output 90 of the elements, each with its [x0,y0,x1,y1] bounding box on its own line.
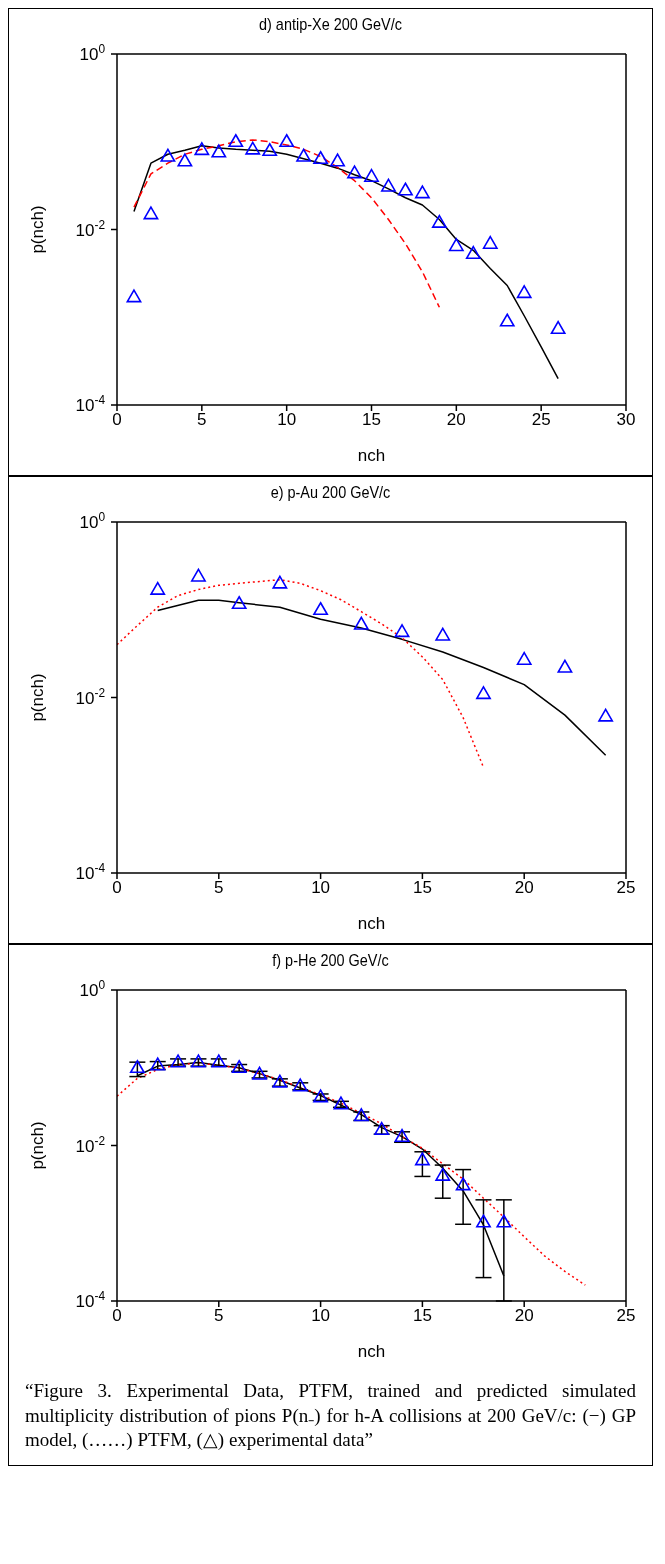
x-tick-label: 25 [531,410,551,430]
y-tick-label: 10$^{0}$ [79,510,106,532]
x-tick-label: 10 [311,1306,331,1326]
point [313,1089,329,1103]
x-tick-label: 25 [616,878,636,898]
y-tick-label: 10$^{-4}$ [75,1289,106,1311]
chart-title: d) antip-Xe 200 GeV/c [258,14,403,35]
x-axis-title: nch [357,914,386,933]
point [455,1177,471,1191]
point [476,1214,491,1228]
point [516,284,532,299]
point [272,1074,288,1088]
point [190,1054,206,1068]
x-tick-label: 0 [112,878,122,898]
point [431,214,447,228]
x-tick-label: 0 [112,1306,122,1326]
point [397,182,413,196]
point [262,142,278,157]
point [496,1214,512,1228]
point [211,1054,227,1068]
point [550,320,566,335]
text: “Figure 3. Experimental Data, PTFM, trained and predicted simulated multiplicity distribution of pions P(n₋) for h-A collisions at 200 GeV/c: (−) GP model, (……) PTFM, (△) experimental data” [24,1379,637,1453]
point [347,165,362,179]
y-axis-title: p(nch) [28,673,48,722]
x-tick-label: 20 [514,1306,534,1326]
x-tick-label: 20 [514,878,534,898]
x-tick-label: 10 [311,878,331,898]
y-tick-label: 10$^{-4}$ [75,861,106,883]
y-tick-label: 10$^{-2}$ [75,217,106,240]
point [211,144,227,158]
point [333,1096,349,1110]
point [598,708,614,722]
point [465,245,481,260]
x-tick-label: 5 [197,410,207,430]
point [394,624,410,638]
point [435,627,451,641]
x-tick-label: 0 [112,410,122,430]
point [194,141,210,156]
point [129,1059,145,1074]
x-tick-label: 10 [277,410,297,430]
point [160,148,176,162]
y-tick-label: 10$^{-2}$ [75,685,106,708]
point [292,1078,308,1092]
y-axis-title: p(nch) [28,205,48,254]
chart-title: e) p-Au 200 GeV/c [269,482,392,503]
point [414,185,430,199]
point [364,168,379,183]
point [170,1054,186,1068]
x-tick-label: 15 [412,878,432,898]
chart-title: f) p-He 200 GeV/c [271,950,390,971]
point [482,235,498,249]
y-tick-label: 10$^{0}$ [79,978,106,1000]
point [353,616,369,630]
x-tick-label: 30 [616,410,636,430]
point [313,150,329,165]
x-tick-label: 15 [412,1306,432,1326]
point [330,153,346,167]
point [557,659,573,673]
x-axis-title: nch [357,446,386,465]
point [499,313,515,327]
point [228,133,244,148]
point [476,686,491,700]
point [313,601,329,616]
point [435,1167,451,1181]
point [231,1059,247,1074]
x-tick-label: 15 [362,410,381,430]
point [381,178,396,192]
point [448,238,464,252]
x-tick-label: 5 [214,878,224,898]
y-tick-label: 10$^{-2}$ [75,1133,106,1156]
point [126,289,142,303]
point [279,133,295,148]
point [245,141,261,155]
point [414,1152,430,1166]
y-axis-title: p(nch) [28,1121,48,1170]
y-tick-label: 10$^{-4}$ [75,393,106,415]
point [231,595,247,610]
x-tick-label: 25 [616,1306,636,1326]
x-tick-label: 5 [214,1306,224,1326]
point [177,153,193,167]
point [150,581,166,595]
x-axis-title: nch [357,1342,386,1361]
point [190,568,206,582]
y-tick-label: 10$^{0}$ [79,42,106,64]
point [143,206,159,220]
point [296,148,312,162]
point [252,1066,267,1080]
point [272,575,288,589]
x-tick-label: 20 [446,410,466,430]
point [516,651,532,665]
